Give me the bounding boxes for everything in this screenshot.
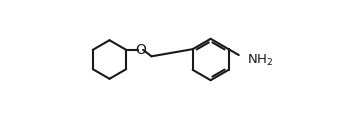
Text: NH$_2$: NH$_2$ (247, 52, 274, 67)
Text: O: O (135, 43, 146, 57)
